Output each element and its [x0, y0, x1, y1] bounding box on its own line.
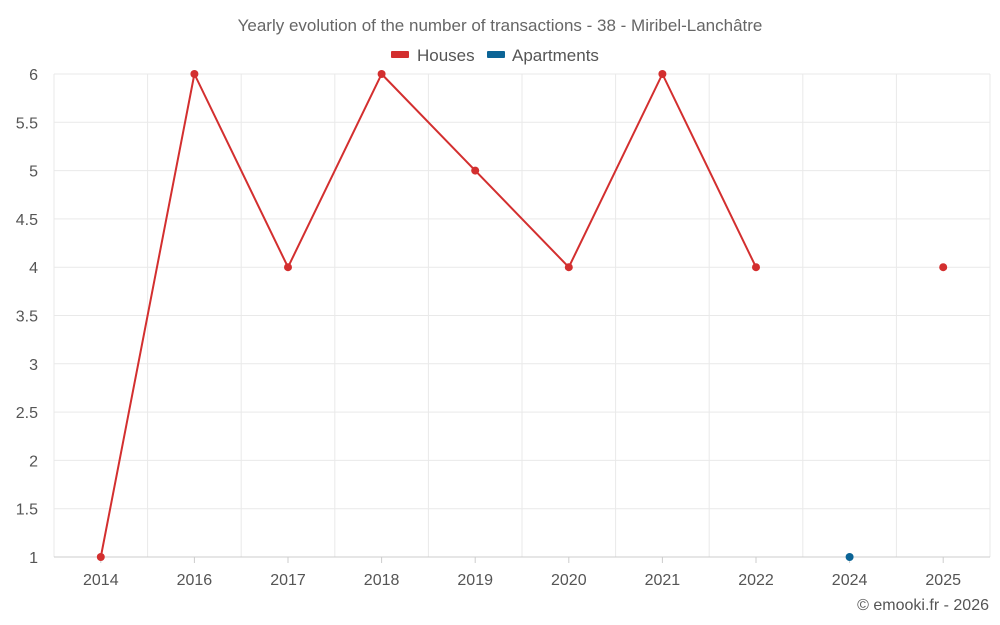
- grid: [53, 73, 991, 558]
- x-tick-label: 2018: [364, 572, 400, 589]
- y-tick-label: 4.5: [16, 212, 38, 229]
- y-tick-label: 1.5: [16, 502, 38, 519]
- y-tick-label: 4: [29, 260, 38, 277]
- y-tick-label: 2: [29, 453, 38, 470]
- chart-title: Yearly evolution of the number of transa…: [238, 16, 763, 35]
- legend: Houses Apartments: [391, 46, 599, 65]
- y-tick-label: 3: [29, 357, 38, 374]
- legend-swatch-houses: [391, 51, 409, 58]
- data-point-houses-2016[interactable]: [190, 70, 199, 78]
- x-tick-label: 2016: [177, 572, 213, 589]
- data-point-apartments-2024[interactable]: [845, 553, 854, 561]
- data-point-houses-2014[interactable]: [96, 553, 105, 561]
- series-line-houses: [99, 73, 757, 558]
- series: [96, 70, 948, 561]
- legend-item-houses[interactable]: Houses: [391, 46, 475, 65]
- x-tick-label: 2019: [457, 572, 493, 589]
- data-point-houses-2020[interactable]: [564, 263, 573, 272]
- x-tick-label: 2017: [270, 572, 306, 589]
- y-tick-label: 3.5: [16, 309, 38, 326]
- x-axis-ticks: 2014 2016 2017 2018 2019 2020 2021 2022 2024 2025: [83, 557, 961, 589]
- y-tick-label: 5: [29, 164, 38, 181]
- y-tick-label: 6: [29, 67, 38, 84]
- x-tick-label: 2022: [738, 572, 774, 589]
- x-tick-label: 2024: [832, 572, 868, 589]
- y-tick-label: 2.5: [16, 405, 38, 422]
- x-tick-label: 2014: [83, 572, 119, 589]
- y-tick-label: 5.5: [16, 115, 38, 132]
- legend-item-apartments[interactable]: Apartments: [487, 46, 599, 65]
- legend-label-apartments: Apartments: [512, 46, 599, 65]
- credit: © emooki.fr - 2026: [857, 597, 989, 614]
- data-point-houses-2022[interactable]: [752, 263, 760, 272]
- legend-swatch-apartments: [487, 51, 505, 58]
- data-point-houses-2017[interactable]: [284, 263, 292, 272]
- data-point-houses-2021[interactable]: [658, 70, 667, 78]
- y-tick-label: 1: [29, 550, 38, 567]
- data-point-houses-2025[interactable]: [939, 263, 948, 272]
- x-tick-label: 2021: [645, 572, 681, 589]
- data-point-houses-2019[interactable]: [471, 166, 480, 175]
- x-tick-label: 2025: [925, 572, 961, 589]
- legend-label-houses: Houses: [417, 46, 475, 65]
- data-point-houses-2018[interactable]: [377, 70, 386, 78]
- y-axis-ticks: 1 1.5 2 2.5 3 3.5 4 4.5 5 5.5 6: [16, 67, 38, 567]
- x-tick-label: 2020: [551, 572, 587, 589]
